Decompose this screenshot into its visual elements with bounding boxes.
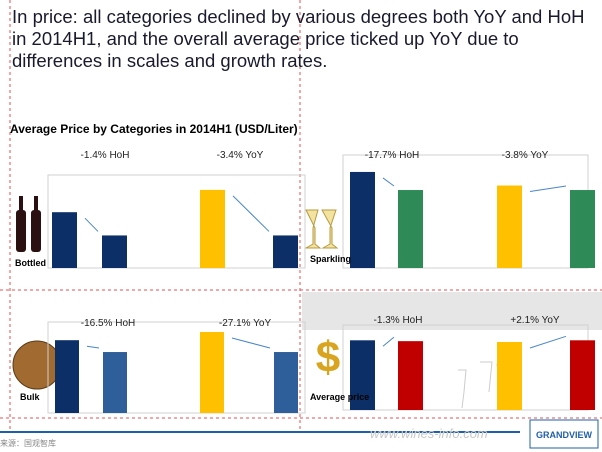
source: 来源：国观智库 bbox=[0, 438, 56, 448]
trend-arrow bbox=[529, 335, 567, 349]
logo: GRANDVIEW bbox=[536, 430, 593, 440]
bar bbox=[350, 171, 375, 268]
bar bbox=[102, 235, 127, 268]
bottle-icon bbox=[31, 210, 41, 252]
category-label: Bulk bbox=[20, 392, 40, 402]
trend-arrow bbox=[232, 195, 270, 232]
category-label: Average price bbox=[310, 392, 369, 402]
annotation: -1.3% HoH bbox=[374, 315, 423, 326]
trend-arrow bbox=[84, 217, 99, 232]
glass-icon bbox=[321, 209, 339, 249]
title-box: In price: all categories declined by var… bbox=[12, 6, 585, 71]
bar bbox=[273, 235, 298, 268]
highlight-band bbox=[302, 292, 602, 330]
watermark: www.wines-info.com bbox=[370, 426, 488, 441]
slide-title: In price: all categories declined by var… bbox=[12, 6, 585, 71]
annotation: -27.1% YoY bbox=[219, 318, 272, 329]
bar bbox=[398, 190, 423, 268]
annotation: -17.7% HoH bbox=[365, 150, 419, 161]
bar bbox=[398, 341, 423, 410]
logo-box bbox=[529, 419, 599, 449]
trend-arrow bbox=[86, 345, 100, 349]
category-label: Sparkling bbox=[310, 254, 351, 264]
bottle-icon bbox=[16, 210, 26, 252]
annotation: -16.5% HoH bbox=[81, 318, 135, 329]
annotation: +2.1% YoY bbox=[510, 315, 560, 326]
plot-frame bbox=[47, 321, 306, 414]
bottle-icon bbox=[34, 196, 38, 212]
trend-arrow bbox=[231, 337, 271, 349]
bar bbox=[55, 340, 79, 413]
barrel-icon bbox=[12, 340, 62, 390]
category-label: Bottled bbox=[15, 258, 46, 268]
bar bbox=[274, 352, 298, 413]
bar bbox=[570, 190, 595, 268]
icons: $ bbox=[12, 196, 511, 409]
bar bbox=[570, 340, 595, 410]
bottle-icon bbox=[19, 196, 23, 212]
annotation: -3.8% YoY bbox=[502, 150, 549, 161]
trend-arrow bbox=[382, 336, 395, 347]
bar bbox=[497, 342, 522, 410]
bar bbox=[52, 212, 77, 268]
plot-frame bbox=[47, 174, 306, 269]
annotation: -1.4% HoH bbox=[81, 150, 130, 161]
glass-icon bbox=[304, 209, 322, 249]
bar bbox=[350, 340, 375, 410]
section-title: Average Price by Categories in 2014H1 (U… bbox=[10, 122, 298, 136]
trend-arrow bbox=[382, 177, 395, 187]
dollar-icon: $ bbox=[316, 333, 340, 382]
trend-arrow bbox=[529, 185, 567, 193]
bar bbox=[200, 189, 225, 268]
bar bbox=[200, 332, 224, 413]
annotation: -3.4% YoY bbox=[217, 150, 264, 161]
bar bbox=[497, 185, 522, 268]
bar bbox=[103, 352, 127, 413]
